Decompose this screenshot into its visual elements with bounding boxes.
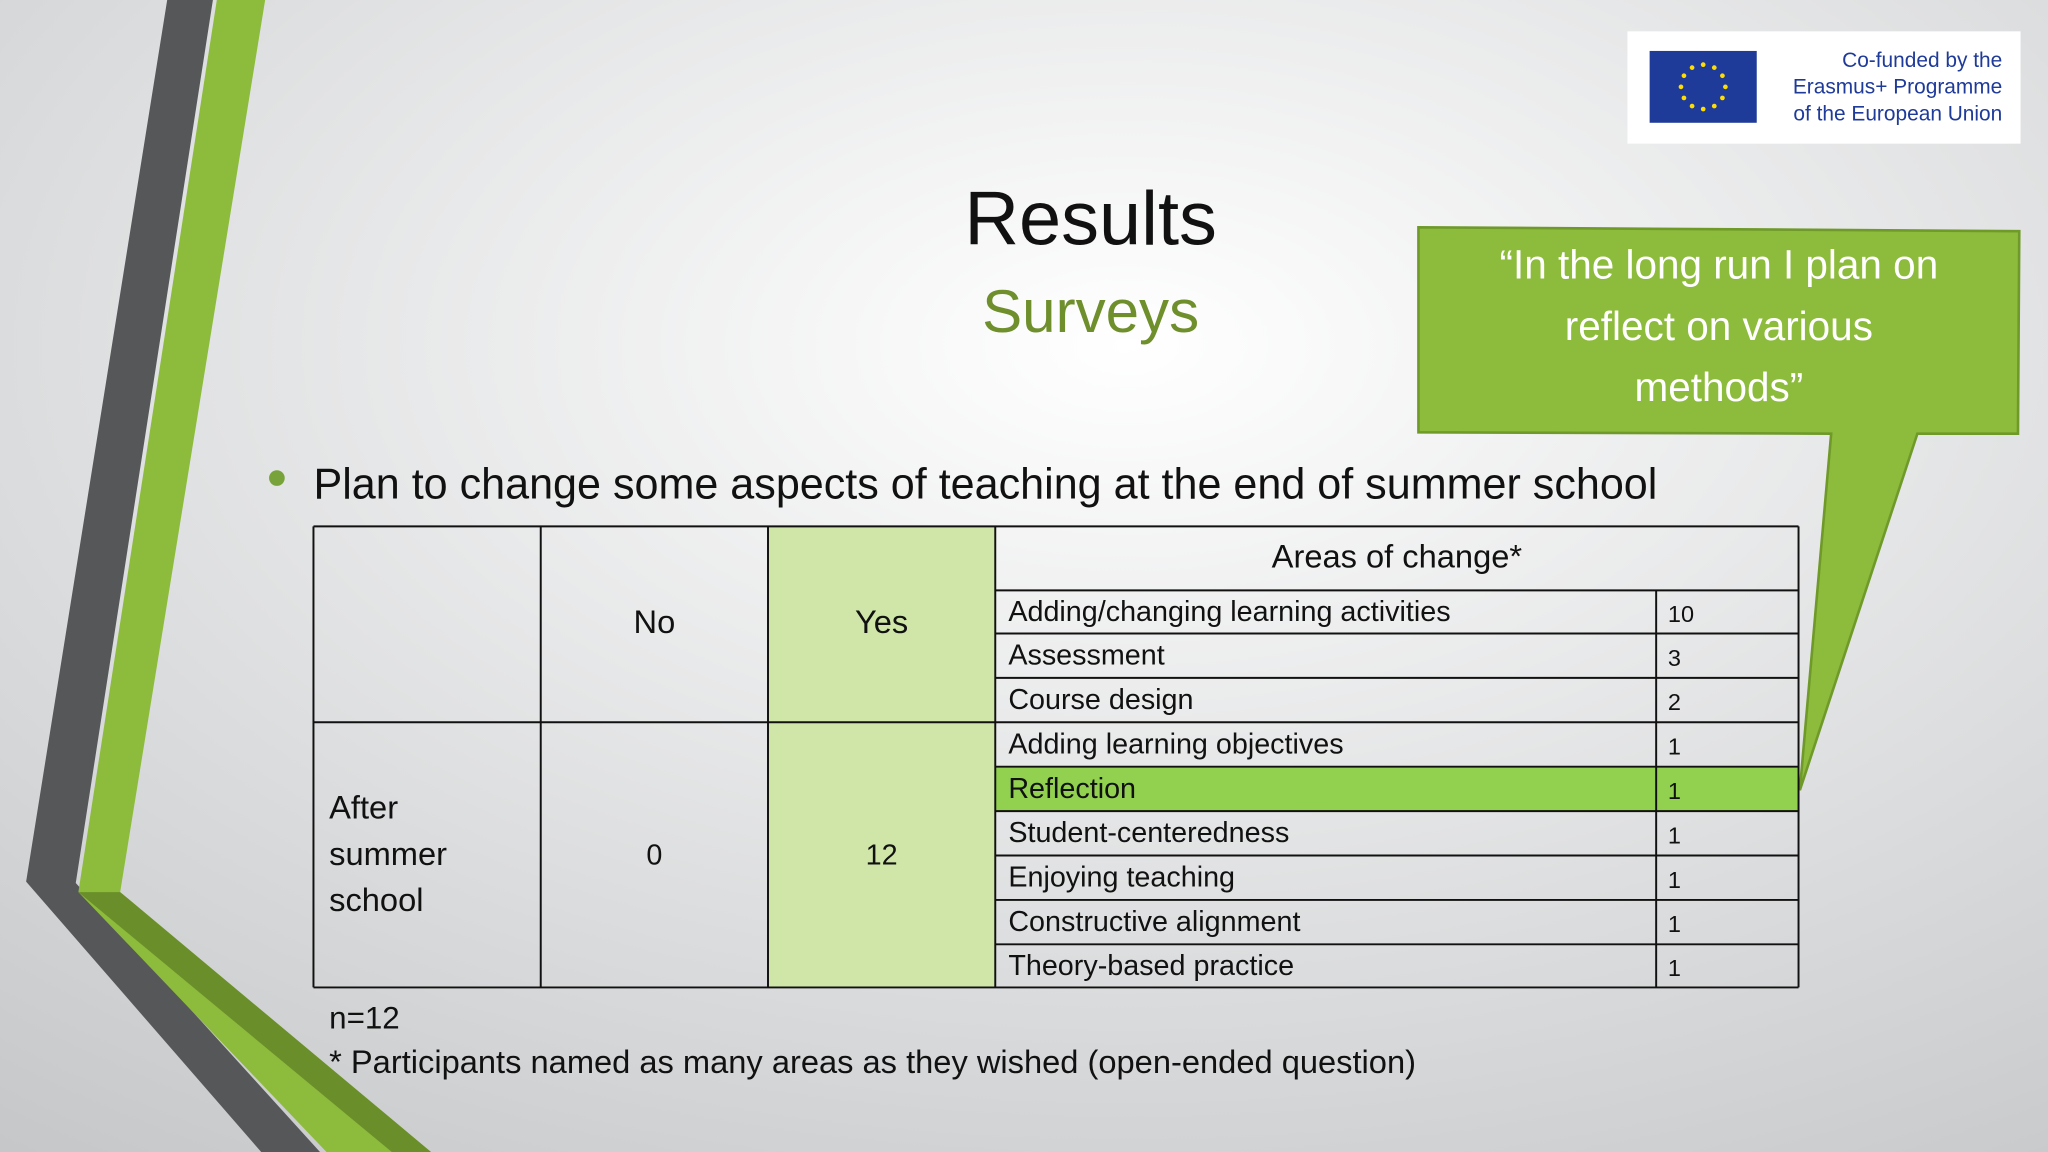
note: * Participants named as many areas as th…: [329, 1043, 1416, 1080]
header-cell: No: [634, 603, 676, 640]
row-label: school: [329, 881, 423, 918]
area-name: Adding/changing learning activities: [1008, 596, 1450, 628]
area-name: Assessment: [1008, 640, 1164, 672]
title: Results: [964, 177, 1217, 262]
eu-flag: [1649, 50, 1757, 123]
header-cell: Areas of change*: [1272, 538, 1523, 575]
area-count: 3: [1668, 645, 1681, 671]
area-count: 1: [1668, 778, 1681, 804]
row-label: After: [329, 788, 398, 825]
header-cell: Yes: [855, 603, 908, 640]
star: [1723, 84, 1728, 90]
star: [1711, 65, 1717, 70]
area-count: 1: [1668, 955, 1681, 981]
callout-line: “In the long run I plan on: [1499, 241, 1938, 287]
area-name: Constructive alignment: [1008, 906, 1300, 938]
decor-stripe: [26, 0, 321, 1152]
area-count: 1: [1668, 734, 1681, 760]
logo-line: of the European Union: [1793, 102, 2002, 125]
area-count: 1: [1668, 867, 1681, 893]
callout-text: “In the long run I plan on reflect on var…: [1499, 241, 1938, 410]
eu-stars: [1678, 62, 1728, 112]
area-name: Theory-based practice: [1008, 950, 1294, 982]
star: [1700, 106, 1706, 112]
area-name: Student-centeredness: [1008, 817, 1289, 849]
area-count: 1: [1668, 822, 1681, 848]
area-name: Enjoying teaching: [1008, 862, 1235, 894]
area-count: 2: [1668, 689, 1681, 715]
star: [1681, 95, 1687, 101]
subtitle: Surveys: [982, 278, 1199, 345]
bullet-text: Plan to change some aspects of teaching …: [313, 461, 1657, 509]
star: [1689, 65, 1695, 70]
star: [1720, 73, 1725, 79]
star: [1678, 84, 1684, 90]
area-name: Course design: [1008, 684, 1193, 716]
logo-line: Co-funded by the: [1842, 49, 2002, 72]
star: [1689, 103, 1695, 109]
area-count: 1: [1668, 911, 1681, 937]
row-label: summer: [329, 835, 447, 872]
note: n=12: [329, 1000, 400, 1035]
highlight-row: [995, 766, 1799, 812]
star: [1681, 73, 1687, 79]
yes-column-fill: [768, 526, 996, 988]
callout-line: methods”: [1635, 364, 1804, 410]
decor-stripe: [78, 0, 432, 1152]
star: [1711, 103, 1717, 109]
logo-line: Erasmus+ Programme: [1793, 76, 2002, 99]
cell: 0: [646, 839, 662, 871]
table: No Yes Areas of change* After summer school 0 1…: [312, 525, 1800, 989]
cell: 12: [866, 839, 898, 871]
area-name: Reflection: [1008, 773, 1136, 805]
star: [1700, 62, 1706, 68]
callout-line: reflect on various: [1565, 303, 1873, 349]
logo-text: Co-funded by the Erasmus+ Programme of the…: [1793, 49, 2002, 126]
bullet-dot: [269, 470, 285, 486]
area-count: 10: [1668, 601, 1694, 627]
area-name: Adding learning objectives: [1008, 728, 1343, 760]
callout-box: [1417, 225, 2021, 791]
star: [1720, 95, 1725, 101]
decor-stripe: [78, 892, 432, 1152]
